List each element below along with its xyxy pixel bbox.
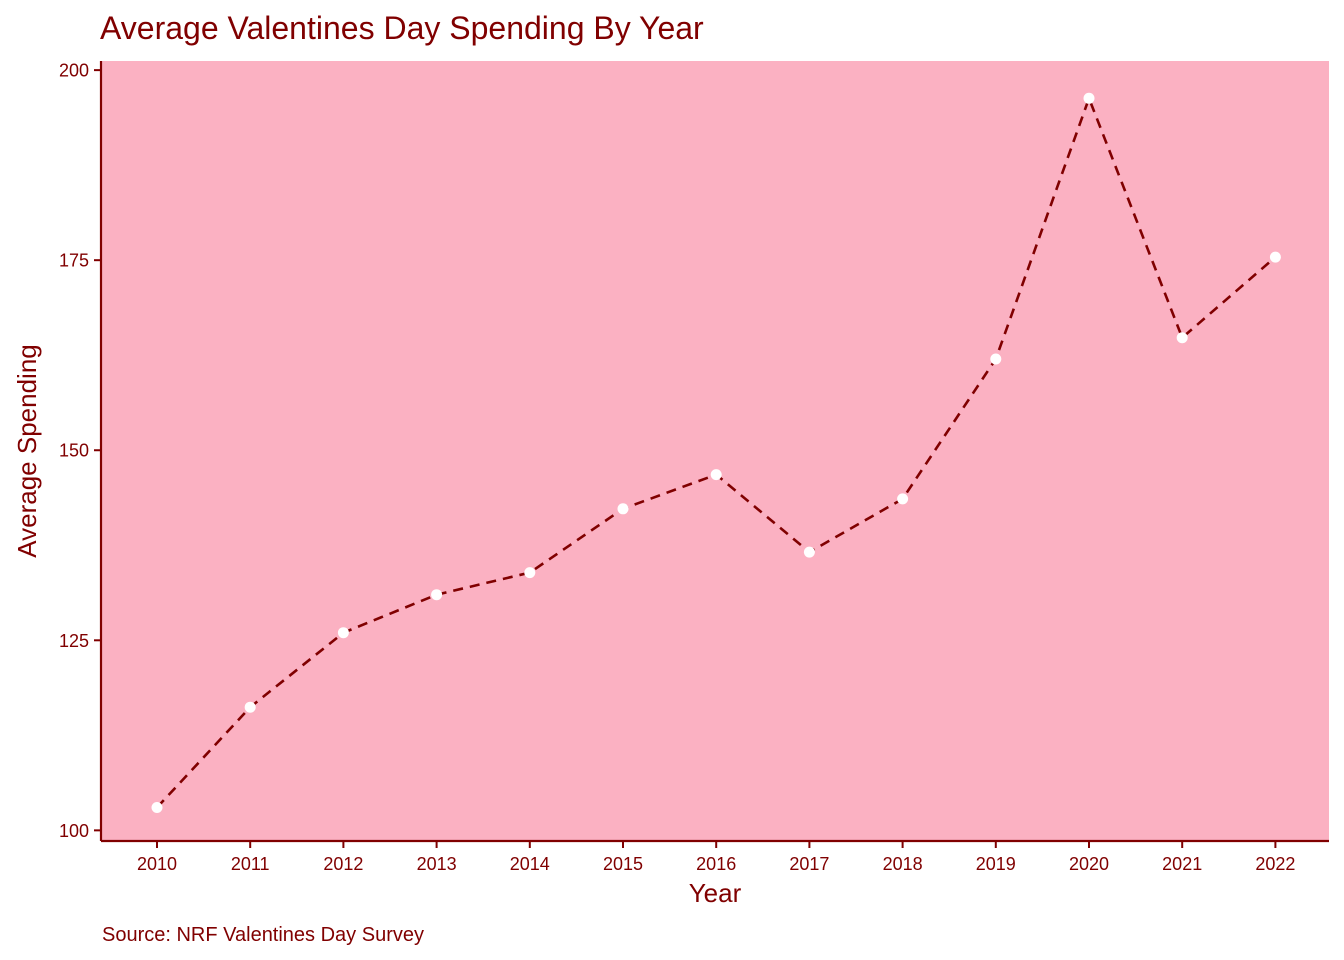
data-point <box>1083 92 1095 104</box>
data-point <box>990 353 1002 365</box>
data-point <box>1269 251 1281 263</box>
data-points <box>151 92 1281 813</box>
x-tick-label: 2012 <box>323 854 363 874</box>
y-axis-label: Average Spending <box>12 344 42 557</box>
y-tick-label: 100 <box>59 821 89 841</box>
x-tick-label: 2020 <box>1069 854 1109 874</box>
data-point <box>337 627 349 639</box>
data-point <box>1176 332 1188 344</box>
x-tick-label: 2018 <box>883 854 923 874</box>
data-point <box>803 546 815 558</box>
x-tick-label: 2014 <box>510 854 550 874</box>
y-tick-label: 150 <box>59 441 89 461</box>
x-tick-label: 2022 <box>1255 854 1295 874</box>
data-point <box>617 503 629 515</box>
x-axis-ticks: 2010 2011 2012 2013 2014 2015 2016 2017 2018 2019… <box>137 841 1295 874</box>
y-tick-label: 125 <box>59 631 89 651</box>
data-point <box>431 589 443 601</box>
data-point <box>524 567 536 579</box>
plot-panel <box>101 61 1329 841</box>
x-tick-label: 2010 <box>137 854 177 874</box>
data-point <box>244 701 256 713</box>
x-tick-label: 2021 <box>1162 854 1202 874</box>
y-axis-ticks: 100 125 150 175 200 <box>59 61 101 841</box>
data-point <box>897 493 909 505</box>
x-tick-label: 2019 <box>976 854 1016 874</box>
data-point <box>151 802 163 813</box>
x-tick-label: 2015 <box>603 854 643 874</box>
chart-title: Average Valentines Day Spending By Year <box>100 10 704 46</box>
chart-caption: Source: NRF Valentines Day Survey <box>102 924 424 946</box>
data-point <box>710 469 722 481</box>
x-tick-label: 2017 <box>789 854 829 874</box>
x-tick-label: 2011 <box>231 854 270 874</box>
x-tick-label: 2016 <box>696 854 736 874</box>
x-tick-label: 2013 <box>417 854 457 874</box>
y-tick-label: 175 <box>59 251 89 271</box>
x-axis-label: Year <box>689 878 742 908</box>
y-tick-label: 200 <box>59 61 89 81</box>
